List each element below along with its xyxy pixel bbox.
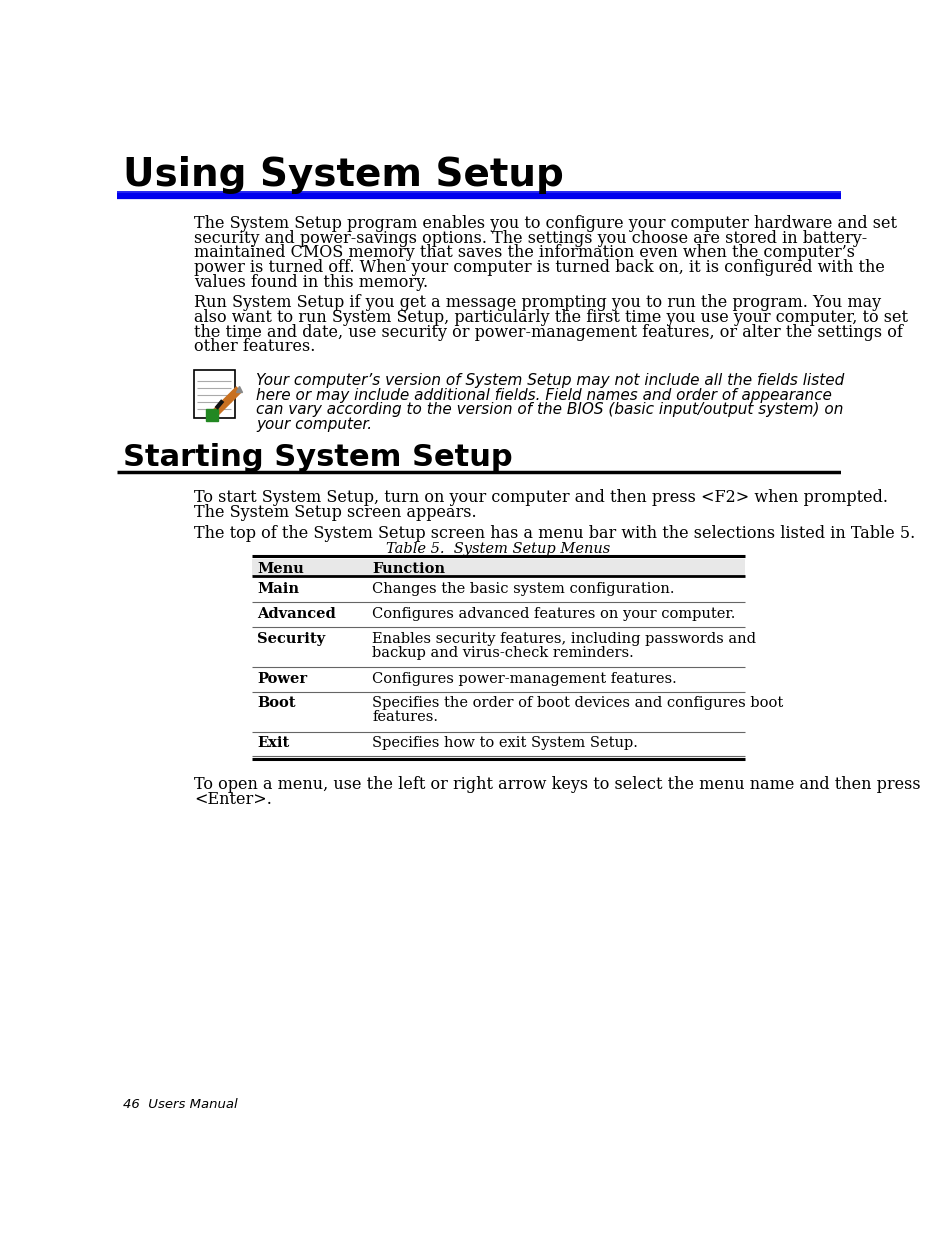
Text: backup and virus-check reminders.: backup and virus-check reminders.: [373, 646, 634, 660]
Text: To open a menu, use the left or right arrow keys to select the menu name and the: To open a menu, use the left or right ar…: [194, 777, 921, 793]
Text: The System Setup program enables you to configure your computer hardware and set: The System Setup program enables you to …: [194, 214, 898, 232]
Text: Boot: Boot: [257, 696, 295, 711]
Text: also want to run System Setup, particularly the first time you use your computer: also want to run System Setup, particula…: [194, 309, 908, 325]
Text: maintained CMOS memory that saves the information even when the computer’s: maintained CMOS memory that saves the in…: [194, 244, 856, 262]
Text: To start System Setup, turn on your computer and then press <F2> when prompted.: To start System Setup, turn on your comp…: [194, 489, 888, 506]
Bar: [194, 370, 234, 418]
Text: power is turned off. When your computer is turned back on, it is configured with: power is turned off. When your computer …: [194, 259, 885, 276]
Text: 46  Users Manual: 46 Users Manual: [123, 1099, 237, 1111]
Text: Configures power-management features.: Configures power-management features.: [373, 672, 677, 686]
Text: security and power-savings options. The settings you choose are stored in batter: security and power-savings options. The …: [194, 229, 868, 247]
Text: Using System Setup: Using System Setup: [123, 156, 564, 193]
Text: Power: Power: [257, 672, 307, 686]
Text: Run System Setup if you get a message prompting you to run the program. You may: Run System Setup if you get a message pr…: [194, 294, 882, 312]
Text: Specifies the order of boot devices and configures boot: Specifies the order of boot devices and …: [373, 696, 784, 711]
Text: here or may include additional fields. Field names and order of appearance: here or may include additional fields. F…: [256, 388, 832, 403]
Text: features.: features.: [373, 711, 438, 725]
Text: Table 5.  System Setup Menus: Table 5. System Setup Menus: [387, 542, 611, 556]
Text: The top of the System Setup screen has a menu bar with the selections listed in : The top of the System Setup screen has a…: [194, 525, 915, 541]
Text: Security: Security: [257, 632, 325, 646]
Bar: [252, 560, 744, 576]
Text: the time and date, use security or power-management features, or alter the setti: the time and date, use security or power…: [194, 324, 903, 340]
Text: <Enter>.: <Enter>.: [194, 791, 272, 808]
Text: Changes the basic system configuration.: Changes the basic system configuration.: [373, 582, 675, 596]
Text: Enables security features, including passwords and: Enables security features, including pas…: [373, 632, 757, 646]
Text: Menu: Menu: [257, 561, 304, 576]
Text: Configures advanced features on your computer.: Configures advanced features on your com…: [373, 607, 736, 621]
Text: Function: Function: [373, 561, 446, 576]
Text: The System Setup screen appears.: The System Setup screen appears.: [194, 504, 477, 521]
Text: your computer.: your computer.: [256, 416, 373, 431]
Text: Specifies how to exit System Setup.: Specifies how to exit System Setup.: [373, 737, 638, 751]
Text: Starting System Setup: Starting System Setup: [123, 443, 513, 473]
Text: can vary according to the version of the BIOS (basic input/output system) on: can vary according to the version of the…: [256, 403, 843, 418]
Text: Advanced: Advanced: [257, 607, 336, 621]
Text: values found in this memory.: values found in this memory.: [194, 273, 429, 291]
Text: other features.: other features.: [194, 338, 316, 355]
Text: Exit: Exit: [257, 737, 290, 751]
Text: Main: Main: [257, 582, 299, 596]
Text: Your computer’s version of System Setup may not include all the fields listed: Your computer’s version of System Setup …: [256, 373, 844, 388]
